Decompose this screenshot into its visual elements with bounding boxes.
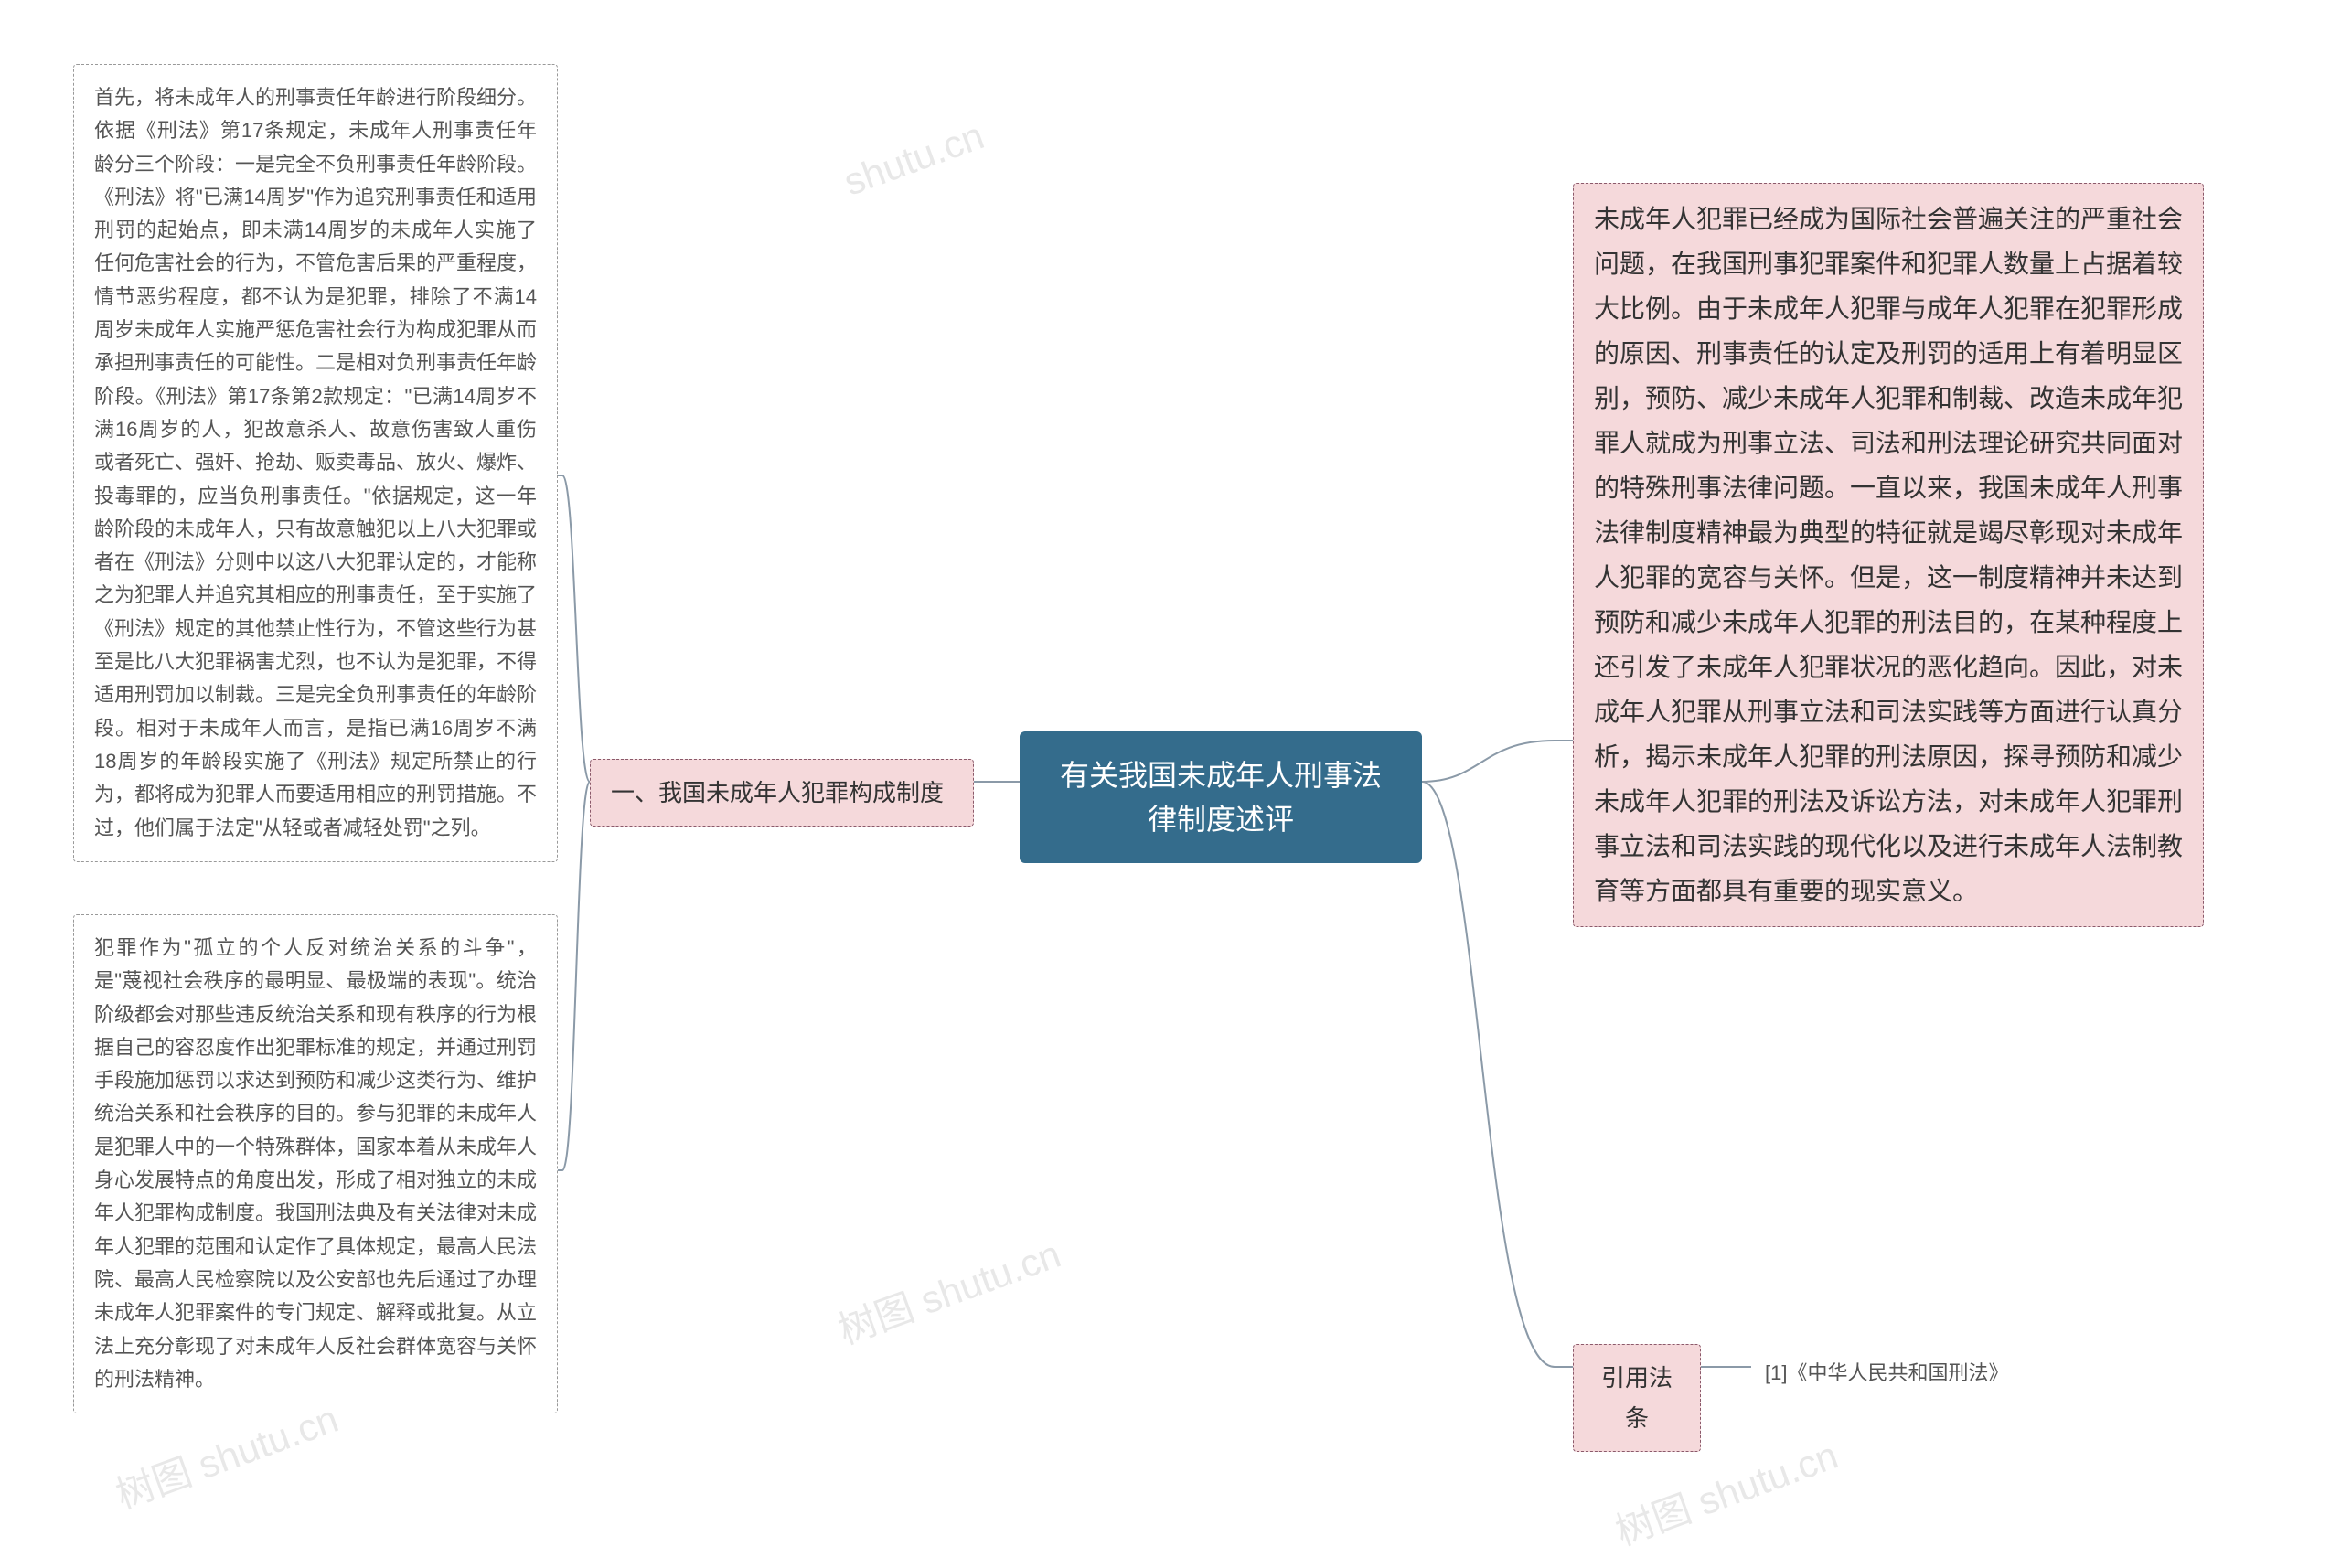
left-text-2: 犯罪作为"孤立的个人反对统治关系的斗争"，是"蔑视社会秩序的最明显、最极端的表现… [73,914,558,1413]
left-branch-label[interactable]: 一、我国未成年人犯罪构成制度 [590,759,974,827]
conn-left-top [558,475,590,782]
conn-center-right-intro [1422,741,1573,782]
conn-left-bottom [558,782,590,1170]
left-text-1: 首先，将未成年人的刑事责任年龄进行阶段细分。依据《刑法》第17条规定，未成年人刑… [73,64,558,862]
conn-center-right-cite [1422,782,1573,1367]
watermark: shutu.cn [839,113,990,204]
watermark: 树图 shutu.cn [829,1223,1067,1355]
right-intro: 未成年人犯罪已经成为国际社会普遍关注的严重社会问题，在我国刑事犯罪案件和犯罪人数… [1573,183,2204,927]
center-line2: 律制度述评 [1053,797,1389,841]
center-topic[interactable]: 有关我国未成年人刑事法 律制度述评 [1020,731,1422,863]
citation-ref: [1]《中华人民共和国刑法》 [1756,1351,2017,1392]
citation-label[interactable]: 引用法条 [1573,1344,1701,1452]
center-line1: 有关我国未成年人刑事法 [1053,753,1389,797]
